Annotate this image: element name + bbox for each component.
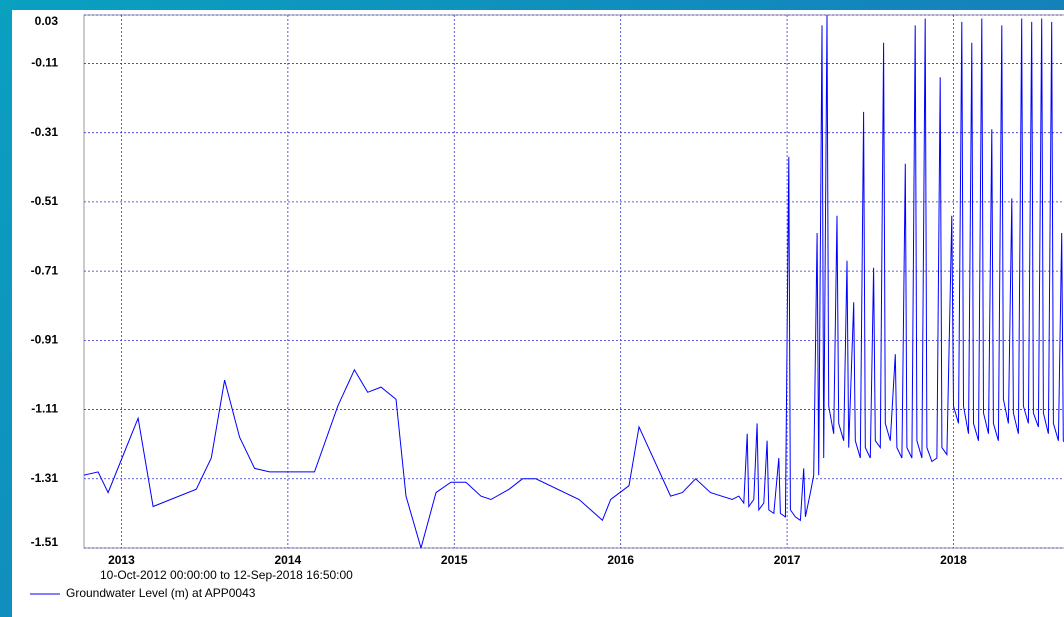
panel [12,10,1064,617]
y-tick-label: -1.11 [31,402,58,416]
x-tick-label: 2016 [607,553,634,567]
y-tick-label: -0.11 [31,56,58,70]
x-tick-label: 2018 [940,553,967,567]
subtitle: 10-Oct-2012 00:00:00 to 12-Sep-2018 16:5… [100,568,353,582]
legend-label: Groundwater Level (m) at APP0043 [66,586,256,600]
x-tick-label: 2014 [275,553,302,567]
data-line [84,15,1064,548]
y-tick-label: -0.91 [31,333,59,347]
x-tick-label: 2015 [441,553,468,567]
y-tick-label: -1.51 [31,535,59,549]
y-tick-label: -0.51 [31,194,59,208]
plot-frame [83,14,1064,549]
x-tick-label: 2017 [774,553,801,567]
y-tick-label: -0.71 [31,263,59,277]
x-tick-label: 2013 [108,553,135,567]
y-tick-label: -1.31 [31,471,59,485]
y-tick-label: 0.03 [35,14,59,28]
y-tick-label: -0.31 [31,125,59,139]
